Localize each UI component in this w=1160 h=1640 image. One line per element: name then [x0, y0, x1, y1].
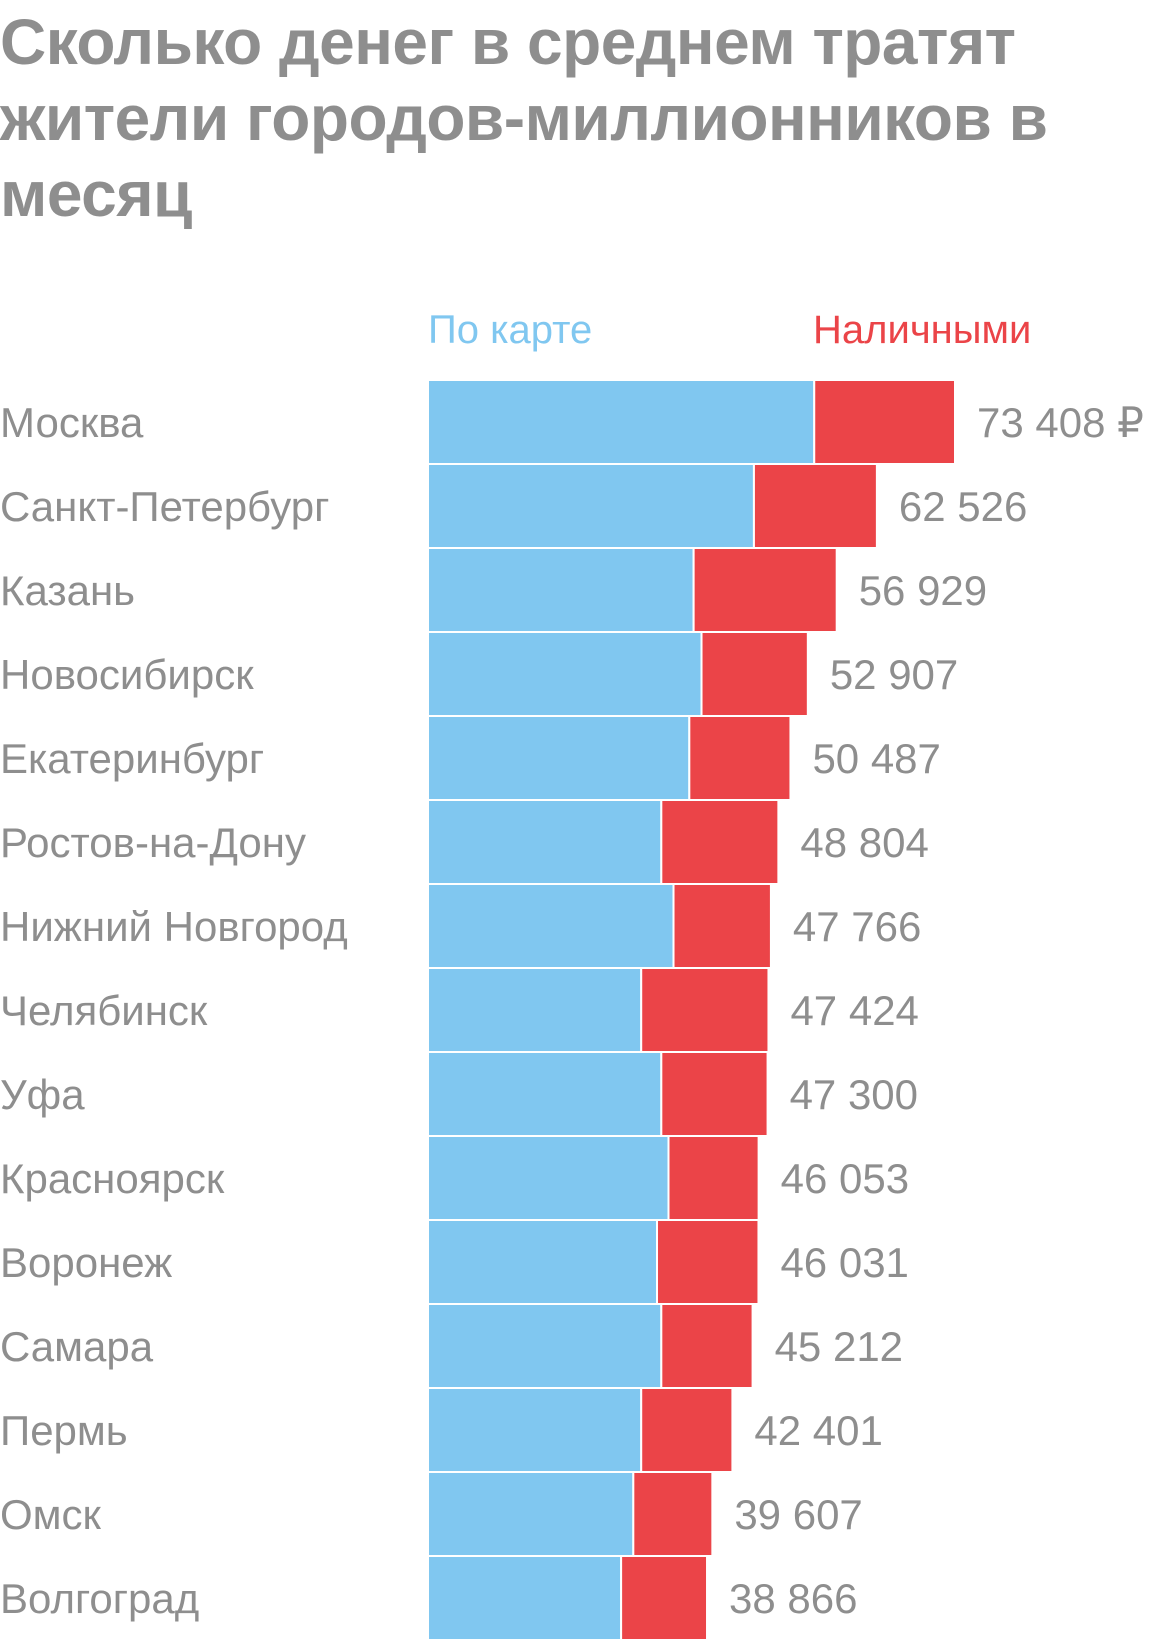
bar-row: Нижний Новгород 47 766: [0, 883, 921, 969]
value-label: 47 300: [790, 1071, 918, 1118]
bar-row: Уфа 47 300: [0, 1051, 918, 1137]
bar-card: [427, 463, 755, 549]
value-label: 47 766: [793, 903, 921, 950]
bar-row: Новосибирск 52 907: [0, 631, 958, 717]
bar-card: [427, 1219, 659, 1305]
bar-card: [427, 799, 663, 885]
city-label: Пермь: [0, 1407, 128, 1454]
city-label: Казань: [0, 567, 135, 614]
bar-card: [427, 631, 703, 717]
bar-row: Санкт-Петербург 62 526: [0, 463, 1027, 549]
bar-cash: [667, 1135, 760, 1221]
bar-cash: [660, 799, 780, 885]
value-label: 46 031: [780, 1239, 908, 1286]
city-label: Новосибирск: [0, 651, 254, 698]
value-label: 42 401: [754, 1407, 882, 1454]
city-label: Екатеринбург: [0, 735, 264, 782]
city-label: Воронеж: [0, 1239, 172, 1286]
bar-card: [427, 547, 695, 633]
bar-cash: [700, 631, 809, 717]
bar-card: [427, 1555, 623, 1640]
value-label: 39 607: [734, 1491, 862, 1538]
bar-card: [427, 883, 675, 969]
bar-card: [427, 1051, 663, 1137]
city-label: Уфа: [0, 1071, 85, 1118]
bar-row: Екатеринбург 50 487: [0, 715, 941, 801]
value-label: 50 487: [812, 735, 940, 782]
bar-cash: [660, 1051, 769, 1137]
legend-card: По карте: [428, 308, 593, 352]
bar-row: Челябинск 47 424: [0, 967, 919, 1053]
value-label: 47 424: [790, 987, 918, 1034]
bar-cash: [620, 1555, 709, 1640]
legend-cash: Наличными: [813, 308, 1032, 352]
bar-row: Казань 56 929: [0, 547, 987, 633]
bar-card: [427, 1471, 635, 1557]
bar-cash: [640, 1387, 734, 1473]
value-label: 48 804: [800, 819, 928, 866]
bar-cash: [632, 1471, 714, 1557]
bar-card: [427, 967, 643, 1053]
bar-card: [427, 1387, 643, 1473]
bar-cash: [752, 463, 878, 549]
bar-card: [427, 715, 691, 801]
value-label: 46 053: [781, 1155, 909, 1202]
bar-card: [427, 1303, 663, 1389]
bar-row: Волгоград 38 866: [0, 1555, 857, 1640]
value-label: 73 408 ₽: [977, 399, 1144, 446]
city-label: Ростов-на-Дону: [0, 819, 306, 866]
bar-row: Красноярск 46 053: [0, 1135, 909, 1221]
bar-row: Самара 45 212: [0, 1303, 903, 1389]
bar-cash: [660, 1303, 754, 1389]
value-label: 62 526: [899, 483, 1027, 530]
chart-title: Сколько денег в среднем тратят жители го…: [0, 6, 1048, 230]
bar-card: [427, 1135, 670, 1221]
city-label: Омск: [0, 1491, 102, 1538]
city-label: Москва: [0, 399, 144, 446]
bar-cash: [692, 547, 838, 633]
bar-card: [427, 379, 816, 465]
bar-cash: [688, 715, 792, 801]
bar-row: Пермь 42 401: [0, 1387, 883, 1473]
bar-row: Омск 39 607: [0, 1471, 863, 1557]
value-label: 56 929: [859, 567, 987, 614]
city-label: Нижний Новгород: [0, 903, 348, 950]
bar-row: Воронеж 46 031: [0, 1219, 909, 1305]
city-label: Санкт-Петербург: [0, 483, 329, 530]
city-label: Самара: [0, 1323, 154, 1370]
city-label: Волгоград: [0, 1575, 199, 1622]
value-label: 52 907: [830, 651, 958, 698]
bar-cash: [672, 883, 772, 969]
bar-cash: [640, 967, 770, 1053]
bar-row: Москва 73 408 ₽: [0, 379, 1144, 465]
bar-cash: [813, 379, 956, 465]
city-label: Челябинск: [0, 987, 208, 1034]
city-label: Красноярск: [0, 1155, 225, 1202]
bar-row: Ростов-на-Дону 48 804: [0, 799, 929, 885]
value-label: 38 866: [729, 1575, 857, 1622]
bar-cash: [656, 1219, 760, 1305]
value-label: 45 212: [775, 1323, 903, 1370]
